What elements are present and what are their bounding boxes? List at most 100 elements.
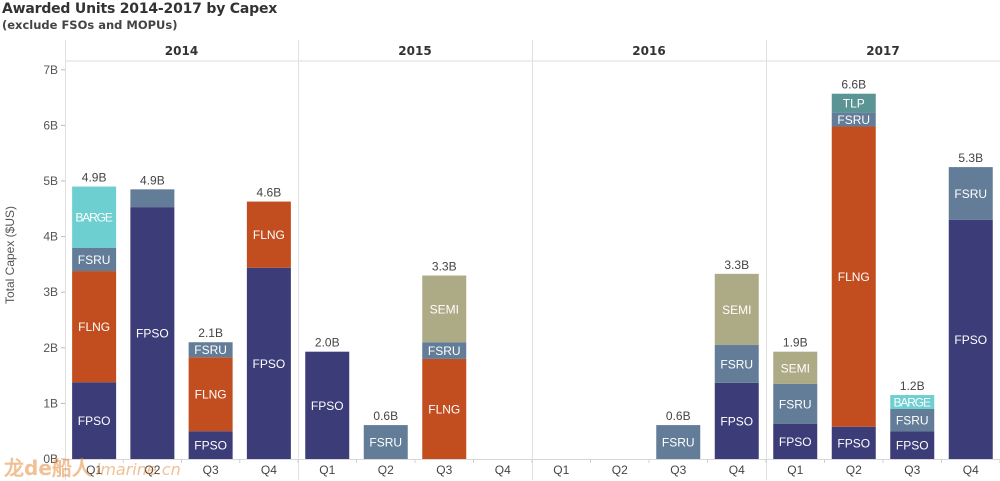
bar-segment-fsru bbox=[72, 247, 117, 272]
bars: FPSO FLNG FSRU BARGE 4.9B FPSO 4.9B FPSO FLNG FSR… bbox=[72, 78, 993, 459]
segment-label: FSRU bbox=[954, 187, 987, 201]
x-tick-label: Q1 bbox=[319, 463, 335, 477]
bar-segment-fsru bbox=[130, 189, 175, 208]
x-tick-label: Q4 bbox=[963, 463, 979, 477]
segment-label: FSRU bbox=[428, 344, 461, 358]
bar-total-label: 0.6B bbox=[373, 409, 398, 423]
bar-segment-semi bbox=[422, 275, 467, 343]
bar-total-label: 4.6B bbox=[257, 186, 282, 200]
y-tick-label: 2B bbox=[43, 341, 58, 355]
y-tick-label: 1B bbox=[43, 396, 58, 410]
x-tick-label: Q2 bbox=[378, 463, 394, 477]
bar-stack: FPSO FSRU SEMI 1.9B bbox=[773, 336, 818, 459]
y-tick-label: 6B bbox=[43, 118, 58, 132]
bar-segment-flng bbox=[422, 358, 467, 459]
bar-segment-fpso bbox=[246, 267, 291, 459]
bar-segment-fsru bbox=[188, 342, 233, 358]
segment-label: TLP bbox=[843, 97, 865, 111]
bar-segment-fsru bbox=[831, 112, 876, 127]
bar-segment-fsru bbox=[714, 345, 759, 383]
segment-label: FLNG bbox=[195, 388, 227, 402]
segment-label: FPSO bbox=[78, 414, 111, 428]
x-tick-label: Q3 bbox=[203, 463, 219, 477]
segment-label: FSRU bbox=[837, 113, 870, 127]
segment-label: FLNG bbox=[428, 402, 460, 416]
segment-label: FPSO bbox=[720, 414, 753, 428]
bar-segment-flng bbox=[72, 271, 117, 383]
x-tick-label: Q1 bbox=[86, 463, 102, 477]
bar-total-label: 3.3B bbox=[724, 258, 749, 272]
bar-segment-fsru bbox=[363, 425, 408, 459]
segment-label: SEMI bbox=[781, 361, 810, 375]
bar-total-label: 3.3B bbox=[432, 260, 457, 274]
bar-total-label: 6.6B bbox=[841, 78, 866, 92]
bar-segment-fsru bbox=[656, 425, 701, 459]
bar-total-label: 4.9B bbox=[82, 171, 107, 185]
bar-stack: FLNG FSRU SEMI 3.3B bbox=[422, 260, 467, 459]
bar-segment-semi bbox=[714, 273, 759, 346]
bar-segment-tlp bbox=[831, 93, 876, 113]
segment-label: FLNG bbox=[78, 320, 110, 334]
y-tick-label: 0B bbox=[43, 452, 58, 466]
segment-label: FPSO bbox=[896, 439, 929, 453]
year-header: 2017 bbox=[866, 44, 899, 58]
bar-stack: FPSO 2.0B bbox=[305, 336, 350, 459]
segment-label: FSRU bbox=[779, 397, 812, 411]
segment-label: FSRU bbox=[662, 436, 695, 450]
x-tick-label: Q2 bbox=[144, 463, 160, 477]
segment-label: FPSO bbox=[311, 399, 344, 413]
bar-stack: FPSO 4.9B bbox=[130, 173, 175, 459]
bar-total-label: 0.6B bbox=[666, 409, 691, 423]
bar-segment-fpso bbox=[831, 426, 876, 459]
bar-stack: FPSO FLNG 4.6B bbox=[246, 186, 291, 459]
x-tick-label: Q2 bbox=[612, 463, 628, 477]
bar-stack: FPSO FLNG FSRU BARGE 4.9B bbox=[72, 171, 117, 459]
bar-stack: FPSO FSRU SEMI 3.3B bbox=[714, 258, 759, 459]
bar-total-label: 1.9B bbox=[783, 336, 808, 350]
segment-label: FPSO bbox=[136, 327, 169, 341]
segment-label: FPSO bbox=[253, 357, 286, 371]
x-tick-label: Q2 bbox=[846, 463, 862, 477]
segment-label: FPSO bbox=[954, 333, 987, 347]
x-tick-label: Q4 bbox=[495, 463, 511, 477]
bar-total-label: 1.2B bbox=[900, 379, 925, 393]
x-tick-label: Q4 bbox=[261, 463, 277, 477]
x-tick-label: Q3 bbox=[436, 463, 452, 477]
bar-segment-fsru bbox=[773, 383, 818, 424]
y-tick-label: 3B bbox=[43, 285, 58, 299]
year-header: 2014 bbox=[165, 44, 198, 58]
segment-label: BARGE bbox=[75, 211, 113, 225]
y-tick-label: 4B bbox=[43, 230, 58, 244]
bar-segment-fpso bbox=[130, 207, 175, 459]
y-axis-label: Total Capex ($US) bbox=[3, 206, 17, 304]
bar-total-label: 5.3B bbox=[958, 151, 983, 165]
x-tick-label: Q1 bbox=[553, 463, 569, 477]
bar-segment-fpso bbox=[188, 431, 233, 459]
bar-stack: FPSO FLNG FSRU 2.1B bbox=[188, 326, 233, 459]
x-axis: Q1 Q2 Q3 Q4 Q1 Q2 Q3 Q4 Q1 Q2 Q3 Q4 Q1 Q2 Q3 Q4 bbox=[86, 459, 1000, 477]
bar-segment-fpso bbox=[948, 219, 993, 459]
x-tick-label: Q4 bbox=[729, 463, 745, 477]
x-tick-label: Q3 bbox=[904, 463, 920, 477]
bar-stack: FPSO FSRU BARGE 1.2B bbox=[890, 379, 935, 459]
segment-label: FPSO bbox=[194, 439, 227, 453]
segment-label: FSRU bbox=[720, 357, 753, 371]
bar-segment-fpso bbox=[305, 351, 350, 459]
chart-subtitle: (exclude FSOs and MOPUs) bbox=[2, 18, 178, 32]
x-tick-label: Q3 bbox=[670, 463, 686, 477]
segment-label: FSRU bbox=[369, 436, 402, 450]
bar-segment-fpso bbox=[72, 382, 117, 459]
segment-label: FLNG bbox=[253, 228, 285, 242]
bar-segment-fpso bbox=[890, 431, 935, 459]
year-header: 2016 bbox=[632, 44, 665, 58]
bar-segment-fsru bbox=[422, 342, 467, 359]
bar-segment-fsru bbox=[890, 408, 935, 432]
watermark-brand: 龙de船人 bbox=[4, 456, 92, 480]
watermark: 龙de船人 imarine.cn bbox=[4, 452, 181, 481]
segment-label: SEMI bbox=[722, 303, 751, 317]
bar-segment-flng bbox=[831, 126, 876, 427]
bar-segment-fsru bbox=[948, 167, 993, 220]
y-axis: 0B 1B 2B 3B 4B 5B 6B 7B bbox=[43, 63, 65, 466]
year-header: 2015 bbox=[398, 44, 431, 58]
